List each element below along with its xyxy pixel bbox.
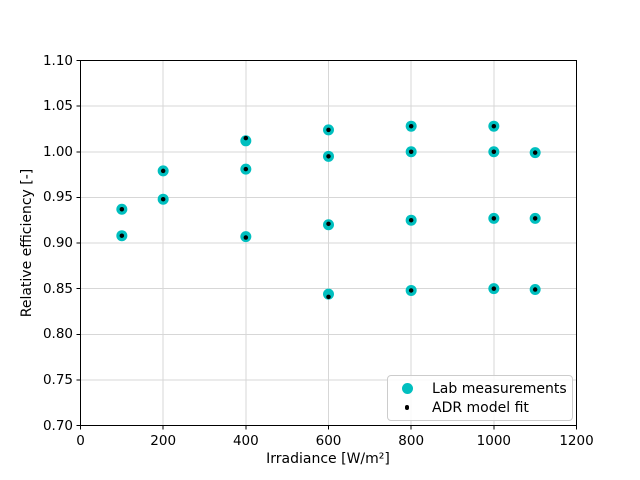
y-tick-label: 1.00 bbox=[42, 143, 73, 160]
lab-measurements-marker-icon bbox=[401, 383, 413, 394]
data-point-adr-model-fit bbox=[119, 233, 125, 238]
y-tick-label: 0.75 bbox=[42, 371, 73, 388]
data-point-adr-model-fit bbox=[326, 221, 331, 227]
y-tick-label: 0.80 bbox=[42, 326, 73, 343]
data-point-adr-model-fit bbox=[408, 288, 414, 293]
legend-label-adr-model-fit: ADR model fit bbox=[432, 399, 529, 416]
data-point-lab-measurements bbox=[323, 288, 334, 300]
x-tick-label: 400 bbox=[232, 433, 259, 449]
y-tick-label: 0.85 bbox=[42, 280, 73, 297]
x-tick-label: 200 bbox=[150, 433, 177, 449]
legend-handle bbox=[395, 405, 419, 410]
data-point-adr-model-fit bbox=[532, 216, 538, 221]
data-point-adr-model-fit bbox=[119, 206, 125, 212]
data-point-adr-model-fit bbox=[491, 286, 497, 291]
data-point-adr-model-fit bbox=[408, 217, 414, 223]
x-tick-label: 1200 bbox=[559, 433, 594, 449]
data-point-adr-model-fit bbox=[326, 154, 331, 159]
data-point-adr-model-fit bbox=[243, 166, 249, 172]
data-point-adr-model-fit bbox=[491, 149, 497, 154]
data-point-adr-model-fit bbox=[408, 123, 414, 129]
legend-item-adr-model-fit: ADR model fit bbox=[388, 398, 572, 417]
adr-model-fit-marker-icon bbox=[404, 405, 410, 410]
data-point-adr-model-fit bbox=[532, 287, 538, 292]
y-tick-label: 1.10 bbox=[42, 52, 73, 69]
y-tick-label: 0.90 bbox=[42, 235, 73, 251]
data-point-adr-model-fit bbox=[243, 235, 249, 240]
data-point-adr-model-fit bbox=[326, 294, 331, 300]
x-tick-label: 800 bbox=[398, 433, 425, 449]
legend: Lab measurements ADR model fit bbox=[387, 375, 573, 421]
data-point-adr-model-fit bbox=[160, 168, 166, 174]
data-point-adr-model-fit bbox=[491, 216, 497, 221]
data-point-adr-model-fit bbox=[160, 196, 166, 202]
x-axis-label: Irradiance [W/m²] bbox=[266, 451, 390, 467]
data-point-adr-model-fit bbox=[408, 149, 414, 154]
legend-handle bbox=[395, 383, 419, 394]
data-point-adr-model-fit bbox=[532, 150, 538, 155]
x-tick-label: 600 bbox=[315, 433, 342, 449]
x-tick-label: 0 bbox=[76, 433, 85, 449]
data-point-adr-model-fit bbox=[243, 135, 249, 141]
y-tick-label: 0.70 bbox=[42, 417, 73, 434]
y-tick-label: 1.05 bbox=[42, 98, 73, 115]
data-point-adr-model-fit bbox=[326, 127, 331, 133]
y-tick-label: 0.95 bbox=[42, 189, 73, 206]
data-point-lab-measurements bbox=[240, 135, 252, 147]
data-point-adr-model-fit bbox=[491, 123, 497, 129]
x-tick-label: 1000 bbox=[476, 433, 512, 449]
legend-item-lab-measurements: Lab measurements bbox=[388, 379, 572, 398]
legend-label-lab-measurements: Lab measurements bbox=[432, 380, 567, 397]
